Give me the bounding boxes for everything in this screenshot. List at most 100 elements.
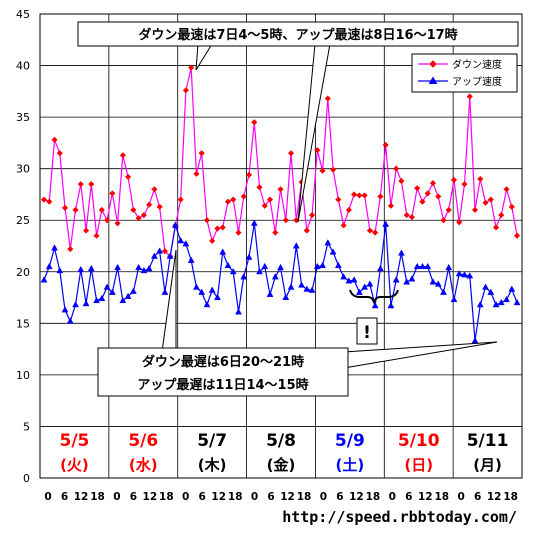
down-speed-point (403, 211, 410, 219)
up-speed-point (282, 293, 290, 301)
down-speed-point (382, 141, 389, 149)
down-speed-point (487, 196, 494, 203)
down-speed-point (398, 177, 405, 185)
down-speed-point (230, 196, 237, 203)
up-speed-point (476, 300, 484, 308)
up-speed-point (403, 278, 411, 285)
up-speed-point (135, 263, 143, 271)
down-speed-point (82, 227, 90, 234)
down-speed-point (272, 229, 279, 236)
up-speed-point (219, 248, 227, 255)
up-speed-point (319, 261, 327, 269)
up-speed-point (298, 281, 305, 288)
legend-up-marker (428, 76, 438, 84)
down-speed-point (277, 186, 284, 193)
down-speed-point (408, 213, 416, 221)
x-hour-tick-label: 18 (503, 491, 518, 503)
y-tick-label: 0 (23, 472, 30, 485)
y-tick-labels: 0 5 10 15 20 25 30 35 40 45 (16, 8, 30, 485)
down-speed-point (513, 232, 521, 239)
up-speed-point (340, 273, 348, 280)
up-speed-point (366, 280, 374, 287)
up-speed-point (177, 237, 185, 244)
down-speed-point (77, 180, 84, 188)
y-tick-label: 20 (16, 266, 30, 279)
down-speed-point (471, 206, 479, 214)
up-speed-point (424, 262, 432, 270)
up-speed-point (82, 299, 90, 307)
day-of-week-label: (金) (267, 456, 296, 474)
down-speed-point (361, 192, 368, 199)
x-hour-tick-label: 18 (366, 491, 381, 503)
up-speed-point (271, 273, 279, 280)
down-speed-point (440, 217, 447, 224)
day-date-label: 5/5 (59, 431, 89, 451)
up-speed-point (187, 256, 195, 263)
up-speed-point (87, 264, 95, 272)
day-date-label: 5/6 (128, 431, 158, 451)
up-speed-point (334, 261, 342, 269)
up-speed-point (72, 300, 79, 308)
x-hour-tick-label: 12 (143, 491, 158, 503)
down-speed-point (177, 196, 184, 203)
up-speed-point (303, 285, 311, 292)
up-speed-point (461, 271, 468, 278)
exclaim-box (356, 317, 378, 345)
up-speed-point (387, 301, 395, 309)
up-speed-point (140, 266, 148, 274)
down-speed-point (130, 206, 137, 214)
up-speed-point (156, 247, 164, 254)
up-speed-point (434, 280, 442, 287)
down-speed-point (72, 206, 79, 214)
x-hour-tick-label: 12 (211, 491, 226, 503)
down-speed-point (88, 180, 95, 188)
x-hour-tick-label: 6 (336, 491, 343, 503)
down-speed-point (214, 225, 221, 232)
up-speed-point (450, 295, 458, 303)
x-hour-tick-label: 6 (267, 491, 274, 503)
up-speed-point (203, 300, 211, 308)
down-speed-point (308, 211, 316, 219)
up-speed-point (56, 266, 64, 274)
down-speed-point (266, 196, 274, 203)
down-speed-point (156, 203, 163, 210)
y-tick-label: 35 (16, 111, 30, 124)
up-speed-point (313, 262, 321, 270)
up-speed-point (329, 248, 337, 255)
down-speed-point (314, 146, 321, 154)
up-speed-point (440, 288, 447, 295)
down-speed-point (456, 219, 463, 226)
down-speed-point (435, 193, 442, 200)
up-speed-point (497, 298, 505, 306)
down-speed-point (135, 215, 142, 222)
x-hour-tick-label: 12 (74, 491, 89, 503)
up-speed-point (419, 262, 426, 270)
down-speed-point (371, 229, 379, 236)
up-speed-point (66, 317, 74, 324)
down-speed-point (103, 217, 111, 224)
up-speed-point (198, 288, 206, 295)
up-speed-point (129, 287, 137, 294)
up-speed-point (61, 306, 69, 313)
x-hour-tick-label: 0 (320, 491, 327, 503)
up-speed-point (482, 283, 489, 290)
up-speed-point (513, 298, 521, 306)
down-speed-point (40, 196, 48, 203)
down-speed-point (193, 170, 200, 177)
down-speed-point (356, 192, 363, 199)
down-speed-point (498, 211, 505, 219)
up-speed-point (413, 262, 421, 270)
x-hour-tick-label: 0 (113, 491, 120, 503)
up-speed-point (150, 252, 158, 259)
y-tick-label: 25 (16, 214, 30, 227)
up-speed-point (287, 283, 295, 290)
down-speed-point (424, 190, 431, 197)
up-speed-point (103, 283, 111, 290)
down-speed-point (119, 152, 126, 159)
day-date-label: 5/9 (335, 431, 365, 451)
down-speed-point (461, 180, 468, 188)
up-speed-point (114, 263, 122, 271)
down-speed-point (335, 196, 342, 203)
day-labels: 5/5 (火) 5/6 (水) 5/7 (木) 5/8 (金) 5/9 (土) 5/10 (日) 5/1… (59, 431, 508, 474)
